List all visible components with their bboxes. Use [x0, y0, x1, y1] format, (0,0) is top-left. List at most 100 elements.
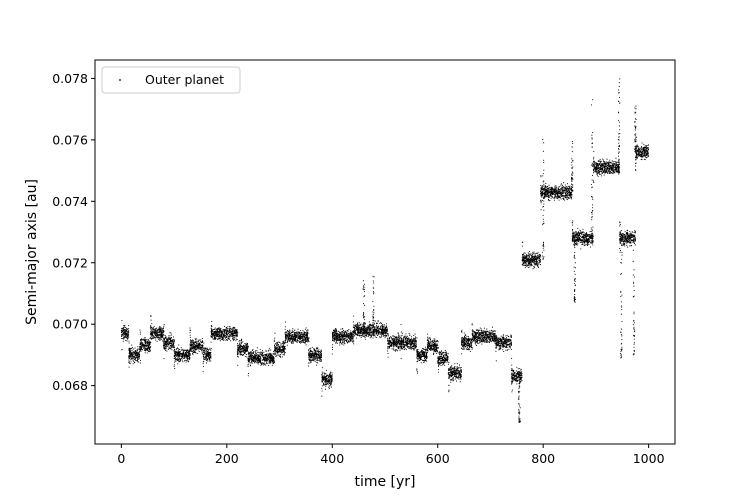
data-point [266, 363, 268, 365]
data-point [268, 359, 270, 361]
data-point [190, 342, 192, 344]
data-point [394, 339, 396, 341]
data-point [347, 333, 349, 335]
data-point [173, 366, 175, 368]
data-point [277, 352, 279, 354]
data-point [330, 381, 332, 383]
data-point [302, 341, 304, 343]
data-point [209, 352, 211, 354]
data-point [206, 354, 209, 356]
data-point [334, 335, 336, 337]
data-point [189, 350, 191, 352]
data-point [212, 329, 214, 331]
data-point [217, 338, 219, 340]
data-point [240, 354, 242, 356]
data-point [328, 378, 330, 380]
data-point [223, 336, 225, 338]
data-point [193, 342, 195, 344]
data-point [308, 337, 310, 339]
data-point [219, 337, 221, 339]
data-point [266, 353, 268, 355]
data-point [235, 335, 237, 337]
data-point [139, 347, 141, 349]
data-point [300, 338, 302, 340]
data-point [358, 322, 360, 324]
data-point [189, 353, 191, 355]
data-point [386, 330, 388, 332]
data-point [153, 337, 156, 339]
data-point [211, 321, 213, 323]
data-point [327, 383, 329, 385]
data-point [249, 358, 251, 360]
data-point [141, 348, 143, 351]
data-point [260, 361, 262, 363]
data-point [251, 355, 253, 358]
data-point [381, 329, 383, 331]
data-point [224, 330, 226, 332]
data-point [376, 323, 378, 325]
data-point [373, 323, 376, 325]
data-point [171, 342, 173, 345]
data-point [290, 336, 292, 338]
data-point [355, 337, 358, 339]
data-point [197, 352, 199, 354]
data-point [123, 327, 125, 329]
data-point [220, 332, 222, 334]
data-point [289, 339, 291, 341]
data-point [210, 341, 212, 343]
data-point [158, 332, 160, 334]
data-point [148, 351, 150, 353]
data-point [143, 344, 145, 346]
data-point [318, 354, 320, 356]
data-point [307, 332, 309, 334]
data-point [358, 334, 360, 336]
data-point [269, 354, 271, 356]
data-point [230, 335, 232, 337]
data-point [376, 324, 378, 326]
data-point [125, 339, 127, 342]
data-point [247, 361, 249, 363]
data-point [387, 340, 389, 342]
data-point [154, 328, 156, 330]
data-point [222, 332, 224, 334]
data-point [244, 345, 246, 347]
data-point [132, 348, 134, 350]
data-point [136, 353, 138, 355]
data-point [271, 360, 273, 362]
data-point [274, 332, 276, 334]
data-point [139, 333, 142, 335]
data-point [262, 359, 264, 361]
data-point [237, 351, 239, 353]
data-point [169, 335, 171, 337]
data-point [305, 327, 307, 329]
data-point [284, 340, 286, 342]
data-point [259, 360, 261, 362]
data-point [273, 357, 275, 360]
data-point [207, 355, 209, 357]
data-point [354, 331, 356, 333]
data-point [321, 378, 323, 380]
data-point [280, 356, 282, 358]
data-point [336, 328, 338, 330]
data-point [174, 352, 176, 354]
data-point [200, 339, 202, 341]
data-point [125, 327, 127, 329]
data-point [345, 333, 347, 336]
data-point [395, 343, 397, 345]
data-point [395, 344, 397, 346]
data-point [354, 329, 356, 331]
data-point [131, 358, 133, 360]
data-point [341, 343, 343, 345]
data-point [311, 353, 313, 355]
data-point [154, 332, 157, 334]
data-point [285, 339, 287, 341]
data-point [306, 340, 308, 342]
data-point [377, 320, 379, 322]
data-point [378, 330, 380, 332]
data-point [202, 365, 205, 367]
data-point [216, 332, 218, 334]
data-point [307, 329, 309, 331]
data-point [300, 331, 302, 334]
data-point [308, 356, 310, 358]
data-point [175, 350, 177, 352]
